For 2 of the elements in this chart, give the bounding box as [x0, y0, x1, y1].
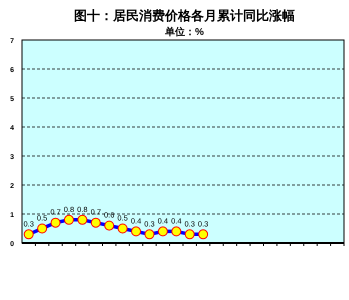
chart-title: 图十：居民消费价格各月累计同比涨幅 [74, 8, 295, 23]
chart-subtitle: 单位：% [164, 26, 204, 38]
